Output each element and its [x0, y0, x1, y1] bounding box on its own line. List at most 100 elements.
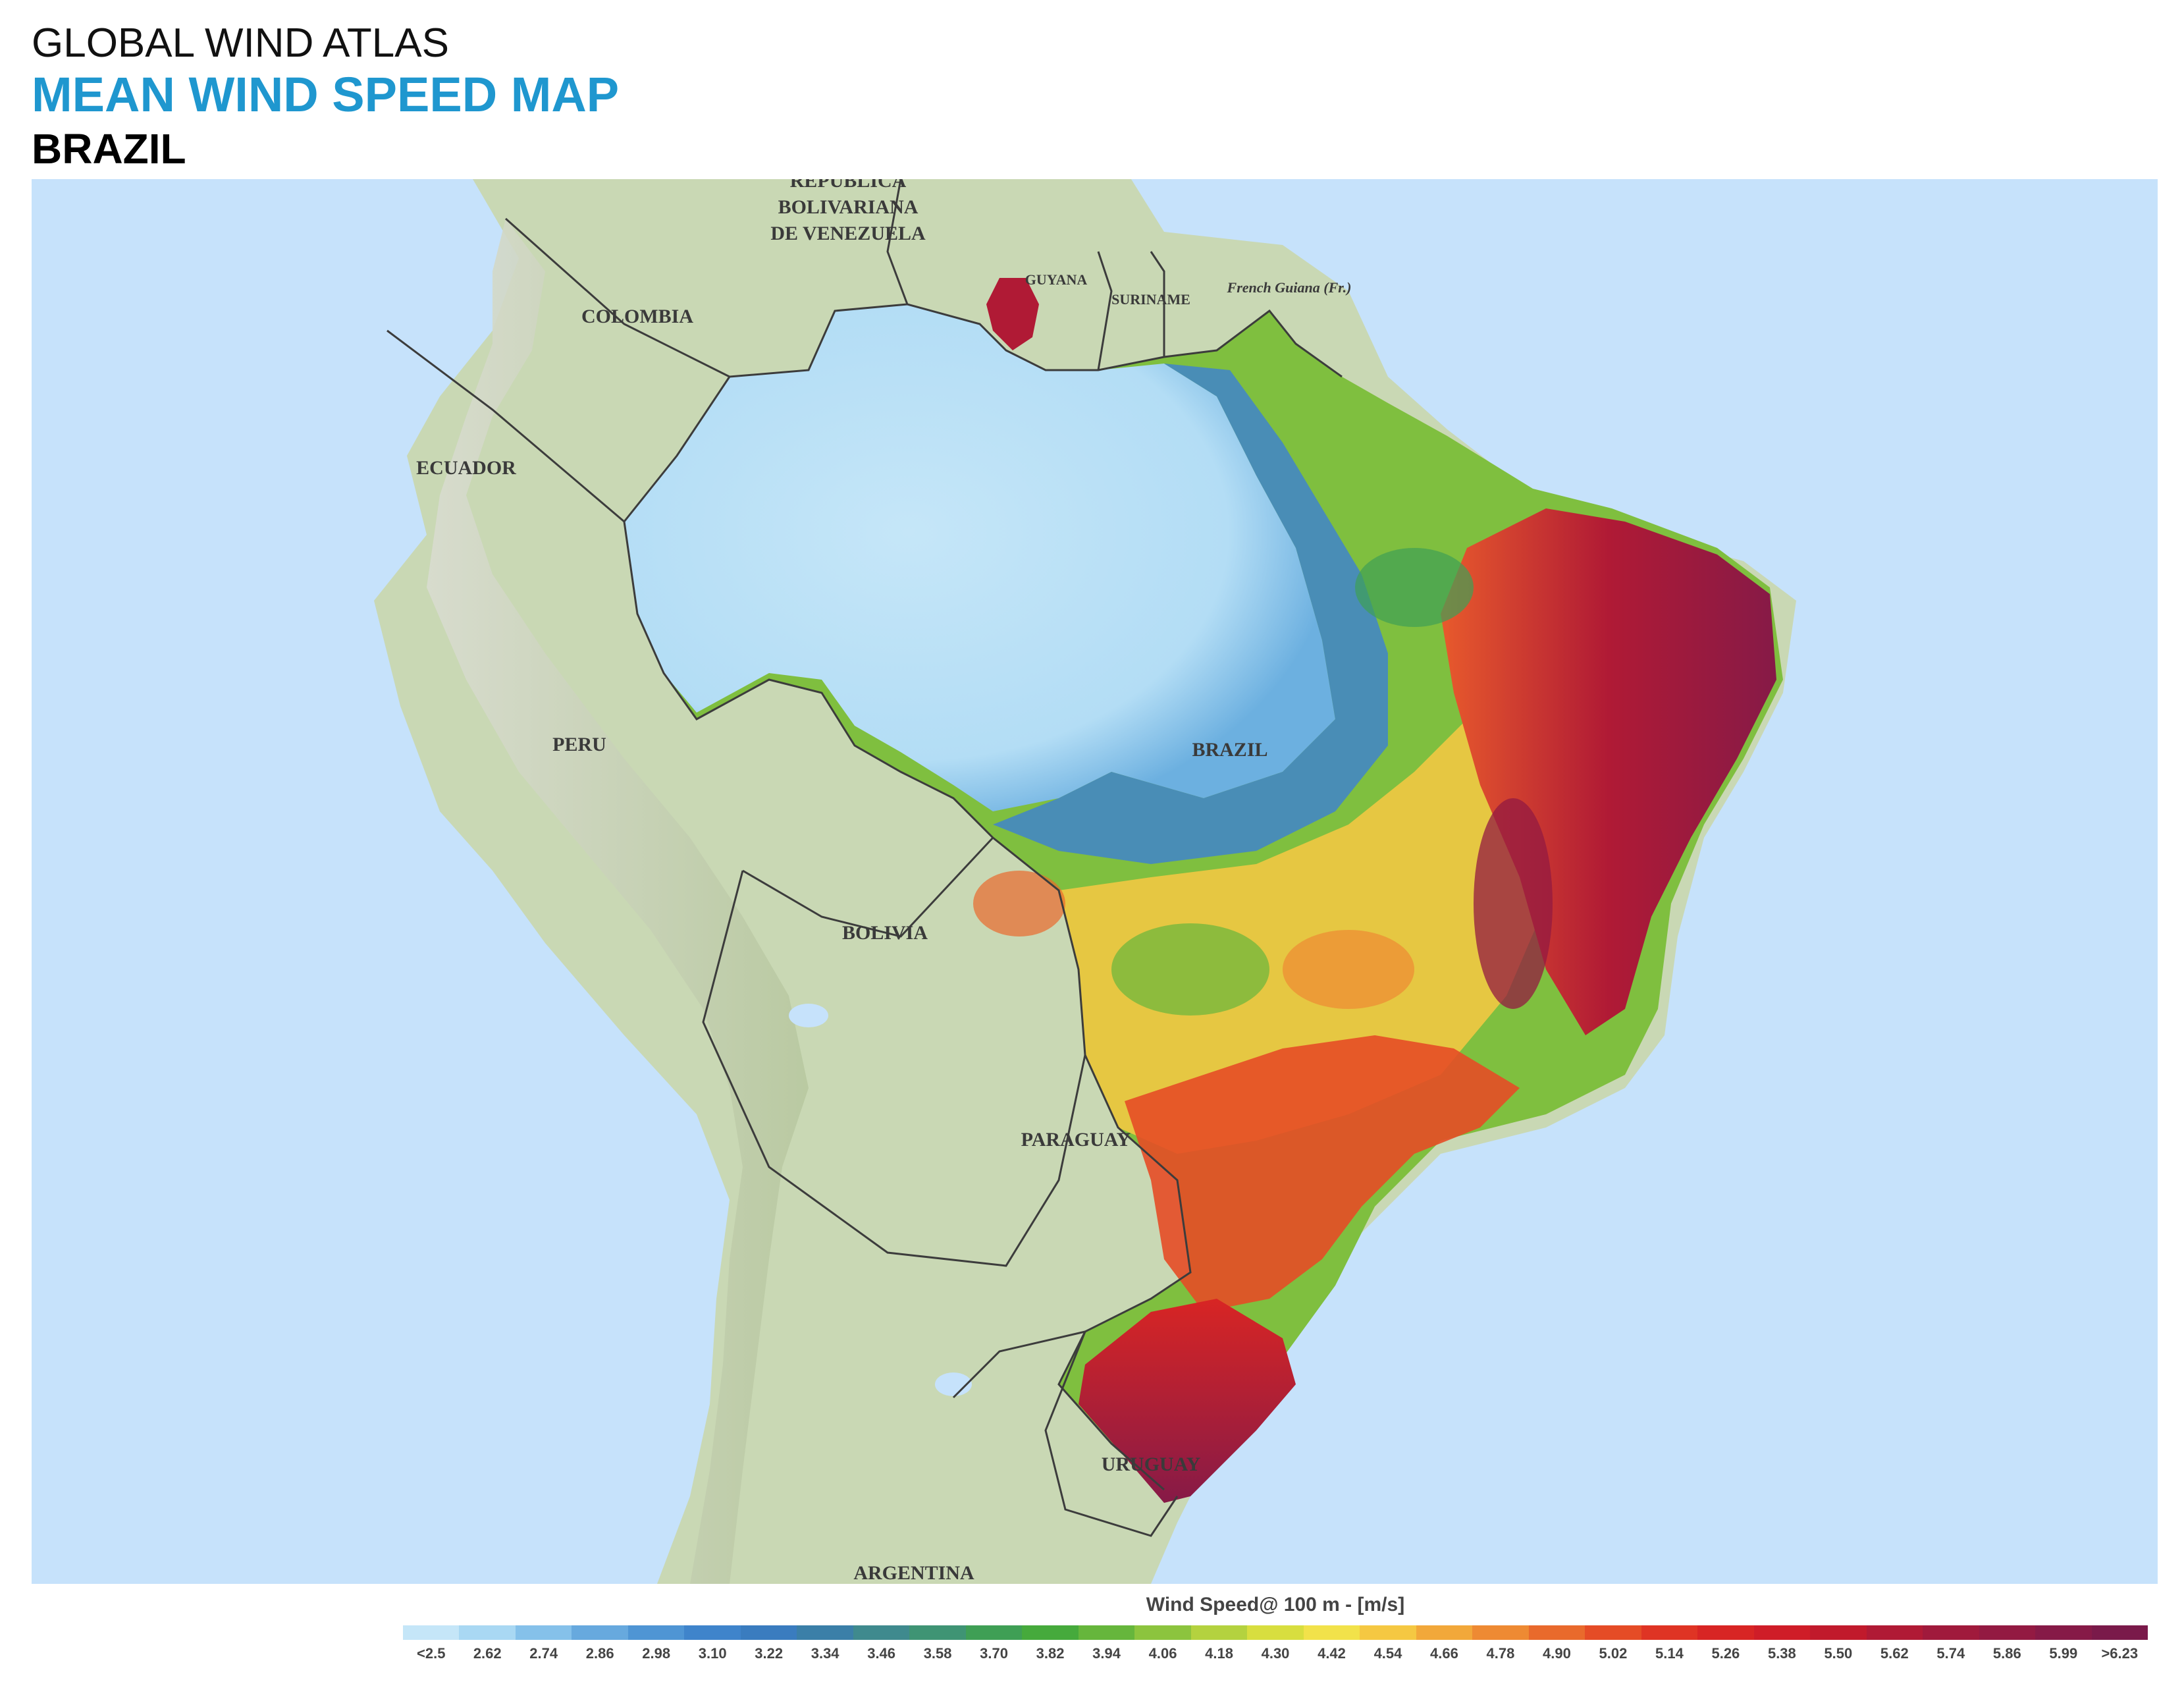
legend-label: 3.10 [698, 1645, 727, 1662]
legend-label: 4.90 [1543, 1645, 1571, 1662]
legend-label: 5.26 [1711, 1645, 1740, 1662]
green-patch [1355, 548, 1474, 627]
orange-patch [973, 871, 1065, 936]
ridge-patch [1474, 798, 1553, 1009]
atlas-title: GLOBAL WIND ATLAS [32, 20, 449, 66]
country-borders [386, 179, 1343, 1537]
legend-swatch [909, 1625, 966, 1640]
map-title: MEAN WIND SPEED MAP [32, 67, 620, 122]
legend-swatch [1472, 1625, 1529, 1640]
legend-label: >6.23 [2101, 1645, 2139, 1662]
legend-label: 4.78 [1486, 1645, 1515, 1662]
label-ecuador: ECUADOR [416, 457, 516, 479]
legend-swatch [1190, 1625, 1248, 1640]
legend-swatch [1303, 1625, 1360, 1640]
legend-label: 3.82 [1036, 1645, 1065, 1662]
legend-swatch [1641, 1625, 1698, 1640]
legend-swatch [459, 1625, 516, 1640]
legend-label: <2.5 [417, 1645, 446, 1662]
legend-label: 3.70 [980, 1645, 1008, 1662]
wind-speed-map[interactable]: REPÚBLICA BOLIVARIANA DE VENEZUELA COLOM… [32, 179, 2158, 1584]
legend-label: 3.34 [811, 1645, 839, 1662]
legend-swatch [740, 1625, 797, 1640]
label-suriname: SURINAME [1111, 291, 1190, 308]
map-canvas: REPÚBLICA BOLIVARIANA DE VENEZUELA COLOM… [374, 179, 1796, 1584]
northeast-high-wind-zone [1441, 508, 1776, 1035]
legend-label: 2.98 [642, 1645, 671, 1662]
legend-title: Wind Speed@ 100 m - [m/s] [1146, 1594, 1405, 1615]
legend-label: 4.42 [1318, 1645, 1346, 1662]
legend-swatch [1360, 1625, 1416, 1640]
legend-swatch [2091, 1625, 2148, 1640]
legend-swatch [1247, 1625, 1304, 1640]
legend-swatch [1866, 1625, 1923, 1640]
legend-label: 4.30 [1261, 1645, 1290, 1662]
southeast-high-wind-zone [1125, 1035, 1520, 1312]
legend-label: 4.66 [1430, 1645, 1458, 1662]
legend-label: 4.06 [1148, 1645, 1177, 1662]
legend-swatch [1022, 1625, 1079, 1640]
legend-color-bar [403, 1625, 2148, 1640]
legend-label: 2.62 [473, 1645, 502, 1662]
legend-label: 3.94 [1092, 1645, 1121, 1662]
legend-label: 5.99 [2049, 1645, 2078, 1662]
legend-swatch [1078, 1625, 1135, 1640]
legend-swatch [853, 1625, 910, 1640]
label-french-guiana: French Guiana (Fr.) [1227, 279, 1352, 296]
wind-speed-legend: Wind Speed@ 100 m - [m/s] <2.5 2.62 2.74 2.… [403, 1594, 2148, 1666]
legend-swatch [403, 1625, 460, 1640]
legend-label: 3.46 [867, 1645, 896, 1662]
label-colombia: COLOMBIA [581, 306, 693, 327]
legend-swatch [1810, 1625, 1867, 1640]
legend-labels: <2.5 2.62 2.74 2.86 2.98 3.10 3.22 3.34 3.46 3.58… [403, 1645, 2148, 1662]
legend-label: 3.22 [755, 1645, 784, 1662]
legend-label: 3.58 [923, 1645, 952, 1662]
legend-label: 5.14 [1655, 1645, 1684, 1662]
label-brazil: BRAZIL [1192, 739, 1267, 761]
legend-swatch [1697, 1625, 1754, 1640]
label-bolivia: BOLIVIA [842, 922, 928, 944]
legend-label: 2.86 [585, 1645, 614, 1662]
legend-swatch [1923, 1625, 1979, 1640]
lake [935, 1372, 972, 1396]
amazon-low-wind-zone [624, 304, 1335, 811]
legend-label: 5.02 [1599, 1645, 1628, 1662]
map-header: GLOBAL WIND ATLAS MEAN WIND SPEED MAP BR… [32, 20, 1085, 175]
legend-label: 5.38 [1767, 1645, 1796, 1662]
guyana-hotspot [986, 278, 1039, 350]
legend-label: 5.86 [1992, 1645, 2021, 1662]
central-mid-wind-zone [1059, 680, 1559, 1154]
green-patch [1111, 923, 1269, 1016]
legend-swatch [515, 1625, 572, 1640]
legend-swatch [965, 1625, 1023, 1640]
south-high-wind-zone [1079, 1299, 1296, 1503]
moderate-wind-belt [993, 364, 1388, 864]
label-venezuela-2: BOLIVARIANA [778, 196, 919, 218]
legend-swatch [1416, 1625, 1473, 1640]
lake [789, 1004, 828, 1027]
label-paraguay: PARAGUAY [1021, 1129, 1131, 1151]
legend-swatch [1979, 1625, 2036, 1640]
legend-swatch [627, 1625, 685, 1640]
legend-swatch [1753, 1625, 1811, 1640]
label-peru: PERU [552, 734, 606, 755]
legend-swatch [572, 1625, 628, 1640]
legend-swatch [684, 1625, 741, 1640]
legend-label: 5.50 [1824, 1645, 1853, 1662]
label-uruguay: URUGUAY [1102, 1453, 1201, 1475]
legend-swatch [1585, 1625, 1641, 1640]
legend-swatch [1528, 1625, 1585, 1640]
legend-swatch [1134, 1625, 1191, 1640]
legend-label: 5.62 [1880, 1645, 1909, 1662]
orange-patch [1283, 930, 1414, 1009]
country-title: BRAZIL [32, 125, 186, 173]
label-argentina: ARGENTINA [853, 1562, 974, 1584]
legend-swatch [2035, 1625, 2092, 1640]
label-venezuela-1: REPÚBLICA [790, 179, 907, 192]
andes-relief [427, 219, 809, 1584]
legend-swatch [797, 1625, 853, 1640]
legend-label: 5.74 [1936, 1645, 1965, 1662]
legend-label: 4.54 [1373, 1645, 1402, 1662]
legend-label: 2.74 [529, 1645, 558, 1662]
label-venezuela-3: DE VENEZUELA [770, 223, 926, 244]
